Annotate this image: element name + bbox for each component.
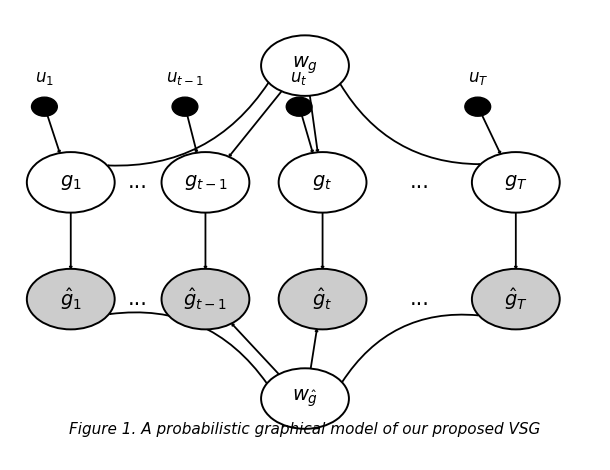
Text: ...: ... [128, 289, 148, 309]
Text: $\hat{g}_T$: $\hat{g}_T$ [504, 286, 528, 312]
Circle shape [465, 97, 490, 116]
Ellipse shape [279, 152, 367, 212]
Text: $\hat{g}_{t-1}$: $\hat{g}_{t-1}$ [184, 286, 228, 312]
Text: $\hat{g}_t$: $\hat{g}_t$ [312, 286, 332, 312]
FancyArrowPatch shape [342, 314, 478, 382]
Circle shape [286, 97, 312, 116]
Text: $u_T$: $u_T$ [467, 70, 488, 87]
Text: $g_t$: $g_t$ [312, 173, 332, 192]
FancyArrowPatch shape [340, 84, 479, 164]
Ellipse shape [261, 368, 349, 429]
Ellipse shape [261, 35, 349, 96]
Ellipse shape [162, 152, 249, 212]
Ellipse shape [472, 152, 560, 212]
Circle shape [172, 97, 198, 116]
FancyArrowPatch shape [110, 313, 267, 384]
Text: ...: ... [409, 289, 429, 309]
Text: ...: ... [128, 172, 148, 192]
Text: $w_{\hat{g}}$: $w_{\hat{g}}$ [292, 388, 318, 409]
Text: Figure 1. A probabilistic graphical model of our proposed VSG: Figure 1. A probabilistic graphical mode… [70, 423, 540, 438]
Ellipse shape [472, 269, 560, 329]
Text: $u_t$: $u_t$ [290, 70, 308, 87]
Ellipse shape [27, 152, 115, 212]
Ellipse shape [279, 269, 367, 329]
Text: $\hat{g}_1$: $\hat{g}_1$ [60, 286, 82, 312]
FancyArrowPatch shape [109, 83, 268, 165]
Text: $g_1$: $g_1$ [60, 173, 82, 192]
Ellipse shape [162, 269, 249, 329]
Text: $w_g$: $w_g$ [292, 55, 318, 76]
Circle shape [32, 97, 57, 116]
Text: $g_{t-1}$: $g_{t-1}$ [184, 173, 228, 192]
Text: $u_1$: $u_1$ [35, 70, 54, 87]
Text: $g_T$: $g_T$ [504, 173, 528, 192]
Text: $u_{t-1}$: $u_{t-1}$ [166, 70, 204, 87]
Ellipse shape [27, 269, 115, 329]
Text: ...: ... [409, 172, 429, 192]
